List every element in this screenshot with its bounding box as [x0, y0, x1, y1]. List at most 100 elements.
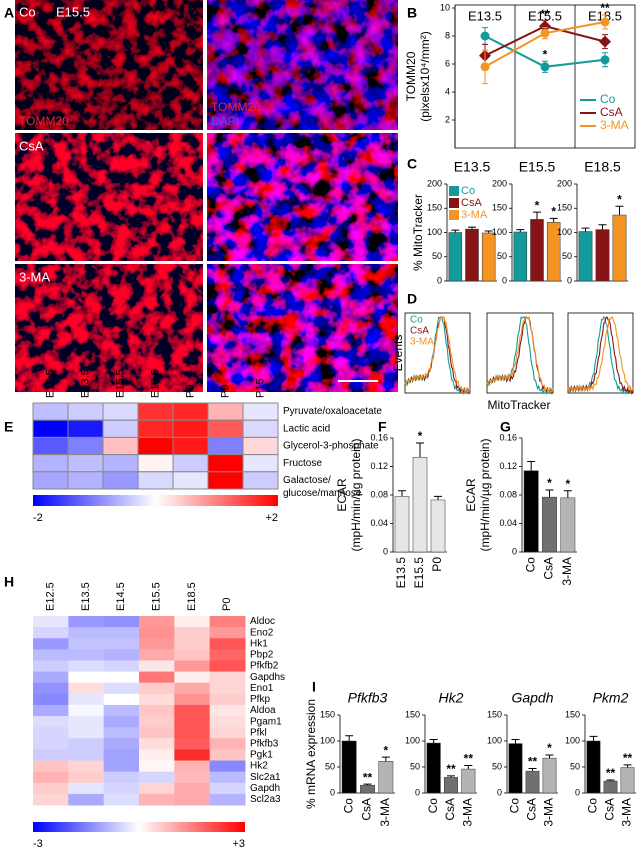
heatmap-cell — [207, 454, 244, 473]
panel-letter: B — [407, 5, 417, 21]
heatmap-cell — [174, 649, 211, 661]
colorbar-label: -3 — [33, 838, 43, 850]
bar — [530, 219, 544, 282]
y-tick-label: 200 — [492, 178, 507, 188]
heatmap-cell — [102, 471, 139, 490]
heatmap-cell — [103, 704, 140, 717]
error-bar — [429, 738, 438, 744]
error-bar — [451, 229, 460, 233]
row-label: Pfkp — [250, 694, 270, 705]
significance: * — [535, 198, 540, 212]
heatmap-cell — [242, 454, 279, 473]
bar — [465, 228, 479, 282]
bar — [341, 740, 357, 794]
legend-label: 3-MA — [410, 337, 434, 348]
heatmap-cell — [174, 638, 211, 650]
bar — [525, 770, 540, 794]
heatmap-cell — [139, 771, 175, 784]
panel-letter: G — [500, 419, 511, 435]
heatmap-cell — [103, 627, 140, 639]
y-tick-label: 50 — [562, 251, 572, 261]
flow-curve — [567, 316, 634, 396]
heatmap-cell — [32, 402, 69, 421]
column-label: E18.5 — [186, 582, 198, 611]
heatmap-cell — [68, 760, 105, 773]
y-tick-label: 100 — [320, 735, 335, 745]
row-label: Pfkfb2 — [250, 661, 279, 672]
heatmap-cell — [137, 402, 174, 421]
heatmap-cell — [33, 782, 69, 795]
heatmap-cell — [32, 454, 69, 473]
column-label: E13.5 — [79, 369, 91, 398]
heatmap-cell — [139, 727, 175, 739]
x-tick-label: 3-MA — [378, 798, 392, 827]
heatmap-cell — [174, 716, 211, 728]
heatmap-cell — [103, 738, 140, 750]
y-tick-label: 200 — [427, 178, 442, 188]
heatmap-cell — [174, 682, 211, 695]
heatmap-cell — [174, 671, 211, 684]
colorbar-label: +3 — [232, 838, 245, 850]
heatmap-cell — [172, 436, 209, 456]
y-tick-label: 0 — [330, 787, 335, 797]
flow-curve — [567, 316, 634, 396]
row-label: Galactose/ — [283, 475, 331, 486]
y-tick-label: 0.12 — [370, 461, 388, 471]
heatmap-cell — [242, 402, 279, 421]
y-tick-label: 100 — [405, 735, 420, 745]
heatmap-cell — [209, 638, 246, 650]
legend-label: Co — [600, 92, 616, 106]
significance: * — [617, 192, 622, 206]
heatmap-cell — [68, 749, 105, 762]
heatmap-cell — [67, 402, 104, 421]
stage-label: E15.5 — [56, 4, 90, 19]
y-tick-label: 2 — [445, 114, 450, 124]
axis-label: % MitoTracker — [411, 194, 425, 271]
heatmap-cell — [174, 771, 211, 784]
row-label: Pfkfb3 — [250, 738, 279, 749]
panel-letter: E — [4, 419, 13, 435]
heatmap-cell — [33, 793, 69, 806]
bar — [542, 757, 557, 794]
heatmap-cell — [68, 616, 105, 628]
condition-label: CsA — [19, 138, 44, 153]
bar — [620, 767, 635, 794]
bar — [542, 496, 557, 553]
heatmap-cell — [67, 436, 104, 456]
heatmap-cell — [102, 402, 139, 421]
bar — [513, 231, 528, 282]
column-label: P0 — [184, 385, 196, 398]
heatmap-cell — [68, 771, 105, 784]
heatmap-cell — [139, 660, 175, 673]
bar — [586, 740, 601, 794]
colorbar-label: -2 — [33, 512, 43, 524]
error-bar — [447, 775, 455, 778]
heatmap-cell — [209, 782, 246, 795]
row-label: Gapdhs — [250, 672, 285, 683]
x-tick-label: Co — [426, 798, 440, 814]
column-label: P9 — [219, 385, 231, 398]
column-label: E14.5 — [115, 582, 127, 611]
marker — [600, 55, 610, 65]
bar — [546, 222, 561, 282]
y-tick-label: 50 — [570, 761, 580, 771]
heatmap-cell — [103, 716, 140, 728]
axis-label: TOMM20 — [404, 51, 418, 101]
heatmap-cell — [103, 682, 140, 695]
y-tick-label: 8 — [445, 30, 450, 40]
row-label: Pgam1 — [250, 716, 282, 727]
error-bar — [527, 461, 536, 471]
colorbar — [33, 495, 278, 506]
marker — [480, 31, 490, 41]
heatmap-cell — [207, 436, 244, 456]
y-tick-label: 0.04 — [499, 518, 517, 528]
flow-box — [567, 312, 634, 394]
y-tick-label: 150 — [427, 203, 442, 213]
axis-label: ECAR — [464, 478, 478, 512]
flow-box — [486, 312, 554, 394]
heatmap-cell — [139, 738, 175, 750]
row-label: Pfkl — [250, 727, 267, 738]
legend-label: 3-MA — [461, 209, 488, 221]
heatmap-cell — [139, 627, 175, 639]
y-tick-label: 0 — [437, 275, 442, 285]
